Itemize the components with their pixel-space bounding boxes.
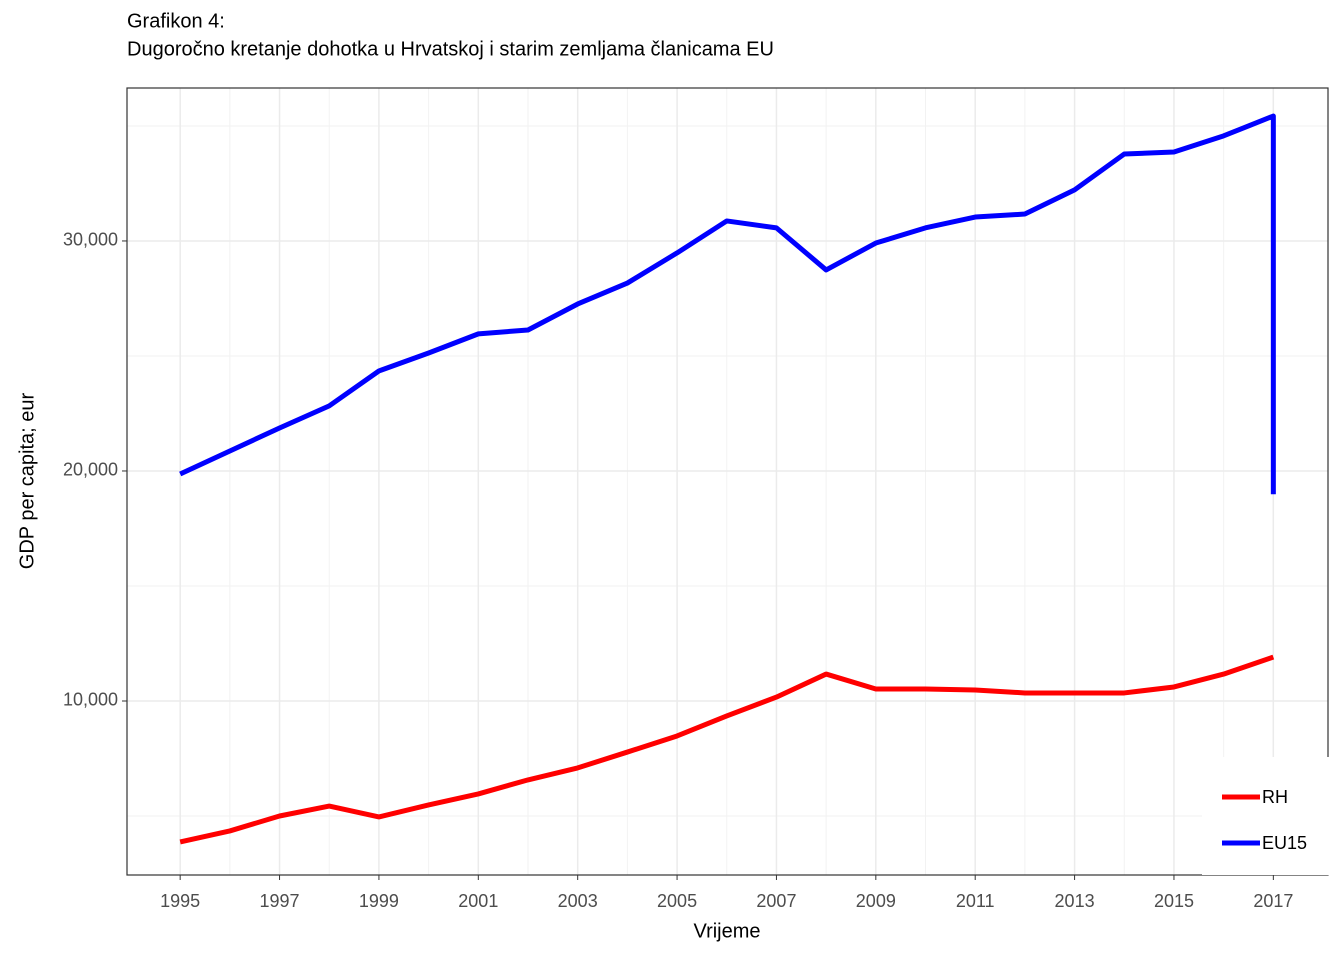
legend-label: EU15 — [1262, 833, 1307, 853]
legend-label: RH — [1262, 787, 1288, 807]
x-tick-label: 2001 — [458, 891, 498, 911]
x-axis-label: Vrijeme — [693, 920, 760, 942]
chart-subtitle: Dugoročno kretanje dohotka u Hrvatskoj i… — [127, 38, 774, 60]
y-axis-label: GDP per capita; eur — [16, 392, 38, 569]
x-tick-label: 1999 — [359, 891, 399, 911]
x-tick-label: 2015 — [1154, 891, 1194, 911]
y-tick-label: 30,000 — [63, 230, 118, 250]
x-tick-label: 2007 — [756, 891, 796, 911]
y-tick-label: 10,000 — [63, 690, 118, 710]
chart-title: Grafikon 4: — [127, 10, 225, 32]
line-series — [179, 654, 1275, 845]
x-tick-label: 2009 — [856, 891, 896, 911]
legend-box — [1202, 757, 1344, 875]
x-tick-label: 2017 — [1253, 891, 1293, 911]
y-tick-label: 20,000 — [63, 460, 118, 480]
x-tick-label: 2011 — [956, 891, 995, 911]
plot-border — [126, 87, 1329, 876]
line-series — [179, 113, 1276, 495]
x-tick-label: 2003 — [558, 891, 598, 911]
x-tick-label: 2013 — [1055, 891, 1095, 911]
x-tick-label: 2005 — [657, 891, 697, 911]
x-tick-label: 1997 — [260, 891, 300, 911]
x-tick-label: 1995 — [160, 891, 200, 911]
